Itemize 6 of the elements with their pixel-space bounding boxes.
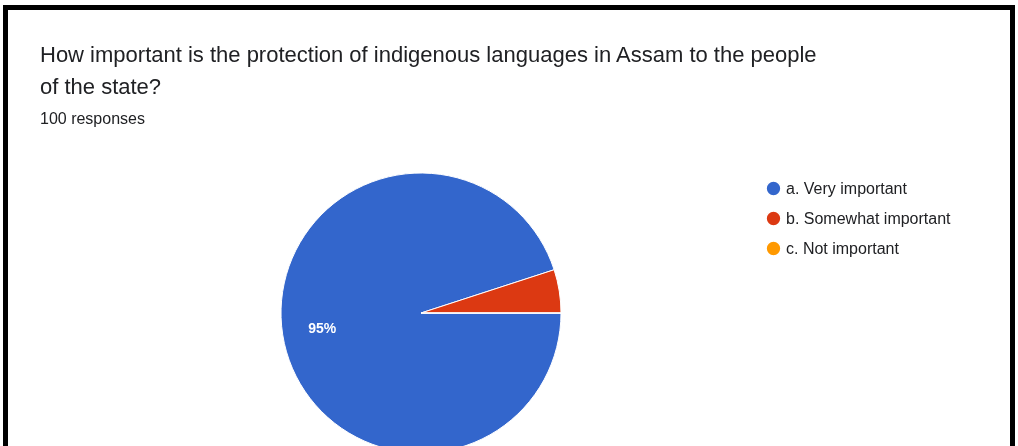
chart-title: How important is the protection of indigenous languages in Assam to the people of the state? <box>40 42 817 99</box>
text: 100 responses <box>40 110 145 127</box>
data-label: 95% <box>308 319 337 336</box>
legend-label: c. Not important <box>786 239 900 257</box>
legend-label: a. Very important <box>786 179 908 197</box>
legend-label: b. Somewhat important <box>786 209 952 227</box>
